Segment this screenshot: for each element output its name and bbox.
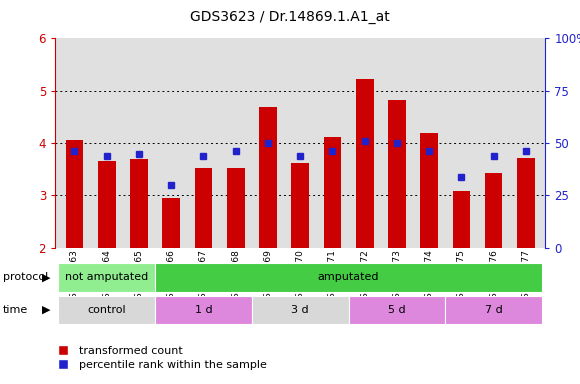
Bar bbox=[130, 159, 148, 248]
Text: 3 d: 3 d bbox=[291, 305, 309, 315]
Bar bbox=[227, 168, 245, 248]
Bar bbox=[155, 263, 542, 292]
Bar bbox=[155, 296, 252, 324]
Text: ▶: ▶ bbox=[42, 272, 50, 283]
Text: GDS3623 / Dr.14869.1.A1_at: GDS3623 / Dr.14869.1.A1_at bbox=[190, 10, 390, 23]
Bar bbox=[66, 141, 84, 248]
Bar bbox=[59, 296, 155, 324]
Bar bbox=[259, 108, 277, 248]
Text: control: control bbox=[88, 305, 126, 315]
Text: 7 d: 7 d bbox=[485, 305, 502, 315]
Text: not amputated: not amputated bbox=[65, 272, 148, 283]
Text: time: time bbox=[3, 305, 28, 315]
Legend: transformed count, percentile rank within the sample: transformed count, percentile rank withi… bbox=[52, 341, 271, 375]
Bar bbox=[98, 161, 115, 248]
Bar bbox=[59, 263, 155, 292]
Text: protocol: protocol bbox=[3, 272, 48, 283]
Bar bbox=[452, 191, 470, 248]
Bar bbox=[162, 198, 180, 248]
Bar bbox=[445, 296, 542, 324]
Bar bbox=[356, 79, 374, 248]
Bar bbox=[291, 163, 309, 248]
Bar bbox=[194, 168, 212, 248]
Text: 1 d: 1 d bbox=[195, 305, 212, 315]
Bar bbox=[485, 174, 502, 248]
Bar bbox=[517, 158, 535, 248]
Text: ▶: ▶ bbox=[42, 305, 50, 315]
Text: amputated: amputated bbox=[318, 272, 379, 283]
Bar bbox=[349, 296, 445, 324]
Bar bbox=[388, 100, 406, 248]
Text: 5 d: 5 d bbox=[388, 305, 405, 315]
Bar bbox=[252, 296, 349, 324]
Bar bbox=[324, 137, 341, 248]
Bar bbox=[420, 132, 438, 248]
